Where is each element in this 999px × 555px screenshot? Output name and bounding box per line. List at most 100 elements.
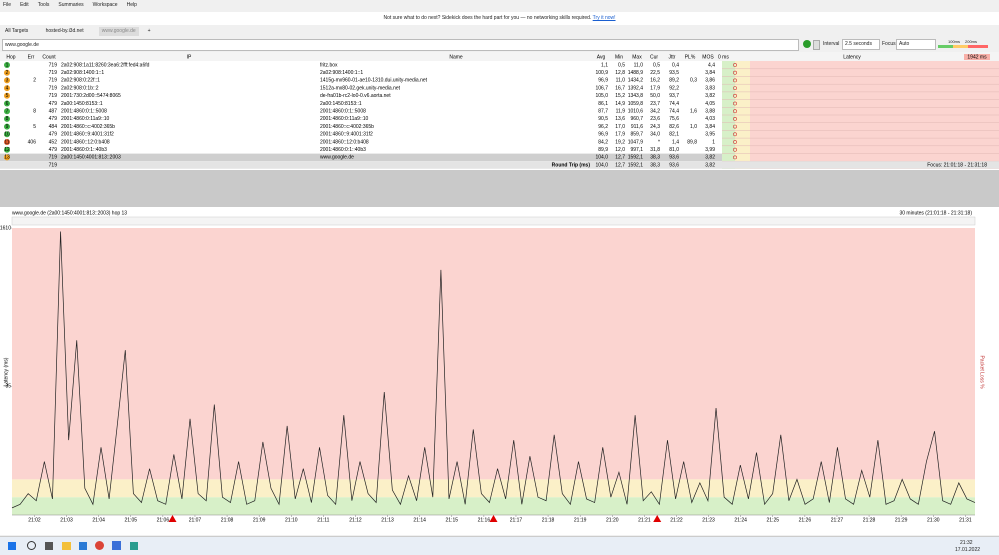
start-icon[interactable]: [8, 542, 16, 550]
menu-item[interactable]: File: [3, 2, 12, 8]
legend-100: 100ms: [948, 39, 961, 44]
column-header[interactable]: PL%: [685, 54, 696, 60]
cell[interactable]: 2a02:908:0:1b::2: [61, 85, 99, 91]
cell[interactable]: 1415g-mx960-01-ae10-1310.dui.unity-media…: [320, 78, 428, 84]
cell[interactable]: 2a00:1450:8153::1: [320, 101, 362, 107]
cell[interactable]: 2a00:1450:4001:813::2003: [61, 155, 121, 161]
cell[interactable]: 2001:4860::c:4002:365b: [61, 124, 115, 130]
cell: 11,9: [616, 109, 626, 115]
summary-focus: Focus: 21:01:18 - 21:31:18: [927, 162, 987, 168]
cell: 23,7: [650, 101, 660, 107]
x-tick-label: 21:17: [510, 517, 523, 523]
column-header[interactable]: Cur: [650, 54, 658, 60]
menu-item[interactable]: Summaries: [58, 2, 84, 8]
cell: 7: [6, 109, 9, 115]
cell[interactable]: www.google.de: [320, 155, 354, 161]
cell[interactable]: 2001:4860:0:1::40b3: [320, 147, 366, 153]
cell[interactable]: 2001:4860:0:11a9::10: [61, 116, 110, 122]
column-header[interactable]: Name: [449, 54, 463, 60]
hop-badge: [4, 139, 10, 145]
focus-select[interactable]: Auto: [896, 39, 936, 50]
dropdown-button[interactable]: [813, 40, 820, 50]
cell[interactable]: 2a00:1450:8153::1: [61, 101, 103, 107]
menu-item[interactable]: Workspace: [92, 2, 118, 8]
column-header[interactable]: Count: [42, 54, 56, 60]
cell: 1,0: [690, 124, 697, 130]
cell: 997,1: [630, 147, 643, 153]
cell[interactable]: 2a02:908:1400:1::1: [61, 70, 104, 76]
x-tick-label: 21:10: [285, 517, 298, 523]
cell[interactable]: 2001:4860::12:0:b408: [320, 139, 369, 145]
x-tick-label: 21:11: [317, 517, 329, 523]
x-tick-label: 21:15: [446, 517, 459, 523]
tab[interactable]: hosted-by.i3d.net: [45, 28, 84, 34]
cell[interactable]: de-fra01b-rc2-lo0-0.v6.aorta.net: [320, 93, 391, 99]
column-header[interactable]: Jttr: [669, 54, 676, 60]
tab[interactable]: All Targets: [5, 28, 29, 34]
start-button[interactable]: [803, 40, 811, 48]
cell[interactable]: 2001:4860:0:11a9::10: [320, 116, 369, 122]
column-header[interactable]: IP: [187, 54, 192, 60]
cell: 719: [49, 78, 58, 84]
cell[interactable]: 2001:4860::9:4001:31f2: [320, 132, 373, 138]
x-tick-label: 21:30: [927, 517, 940, 523]
cell: 12,7: [615, 155, 625, 161]
loss-marker: [653, 515, 662, 522]
tab[interactable]: +: [147, 28, 151, 34]
interval-select[interactable]: 2.5 seconds: [842, 39, 880, 50]
hop-badge: [4, 77, 10, 84]
cell: 479: [49, 147, 58, 153]
cell: 0,4: [672, 62, 679, 68]
cell: 0,3: [690, 78, 697, 84]
banner: Not sure what to do next? Sidekick does …: [0, 12, 999, 25]
hop-avg-dot: [733, 155, 737, 160]
app-icon[interactable]: [130, 542, 138, 550]
cell: 12: [4, 147, 10, 153]
cell: 406: [28, 139, 37, 145]
column-header[interactable]: Err: [28, 54, 35, 60]
column-header[interactable]: Hop: [6, 54, 15, 60]
graph-title: www.google.de (2a00:1450:4001:813::2003)…: [12, 210, 127, 216]
cell[interactable]: 2001:730:2d00::5474:8065: [61, 93, 121, 99]
cell[interactable]: 2a02:908:1400:1::1: [320, 70, 363, 76]
column-header[interactable]: MOS: [702, 54, 714, 60]
explorer-icon[interactable]: [62, 542, 71, 550]
cell: 82,1: [669, 132, 679, 138]
tab[interactable]: www.google.de: [98, 27, 139, 36]
chrome-icon[interactable]: [95, 541, 104, 550]
search-icon[interactable]: [27, 541, 36, 550]
cell: 911,6: [631, 124, 643, 130]
menu-item[interactable]: Help: [126, 2, 137, 8]
graph-range: 30 minutes (21:01:18 - 21:31:18): [899, 210, 972, 216]
zone: [12, 497, 975, 515]
column-header[interactable]: Max: [632, 54, 642, 60]
cell[interactable]: fritz.box: [320, 62, 338, 68]
menu-bar: File Edit Tools Summaries Workspace Help: [3, 2, 146, 10]
cell: 8: [6, 116, 9, 122]
pingplotter-icon[interactable]: [112, 541, 121, 550]
column-header[interactable]: Min: [615, 54, 623, 60]
menu-item[interactable]: Tools: [37, 2, 50, 8]
cell[interactable]: 2a02:908:1a11:8260:3ea6:2fff:fed4:a6fd: [61, 62, 150, 68]
cell: 3,95: [705, 132, 715, 138]
cell[interactable]: 2001:4860::12:0:b408: [61, 139, 110, 145]
cell[interactable]: 1512a-mx80-02.gek.unity-media.net: [320, 85, 401, 91]
cell[interactable]: 2001:4860:0:1::40b3: [61, 147, 107, 153]
edge-icon[interactable]: [79, 542, 87, 550]
taskview-icon[interactable]: [45, 542, 53, 550]
hop-avg-dot: [733, 132, 737, 137]
cell: 105,0: [595, 93, 608, 99]
menu-item[interactable]: Edit: [20, 2, 29, 8]
banner-link[interactable]: Try it now!: [592, 15, 616, 21]
column-header[interactable]: Avg: [597, 54, 606, 60]
x-tick-label: 21:23: [702, 517, 715, 523]
address-bar[interactable]: www.google.de: [2, 39, 799, 51]
cell: 34,2: [650, 109, 660, 115]
cell[interactable]: 2a02:908:0:22f::1: [61, 78, 100, 84]
cell[interactable]: 2001:4860:0:1::5008: [61, 109, 107, 115]
cell[interactable]: 2001:4860:0:1::5008: [320, 109, 366, 115]
hop-avg-dot: [733, 86, 737, 91]
cell[interactable]: 2001:4860::9:4001:31f2: [61, 132, 114, 138]
cell[interactable]: 2001:4860::c:4002:365b: [320, 124, 374, 130]
latency-line: [11, 231, 976, 509]
